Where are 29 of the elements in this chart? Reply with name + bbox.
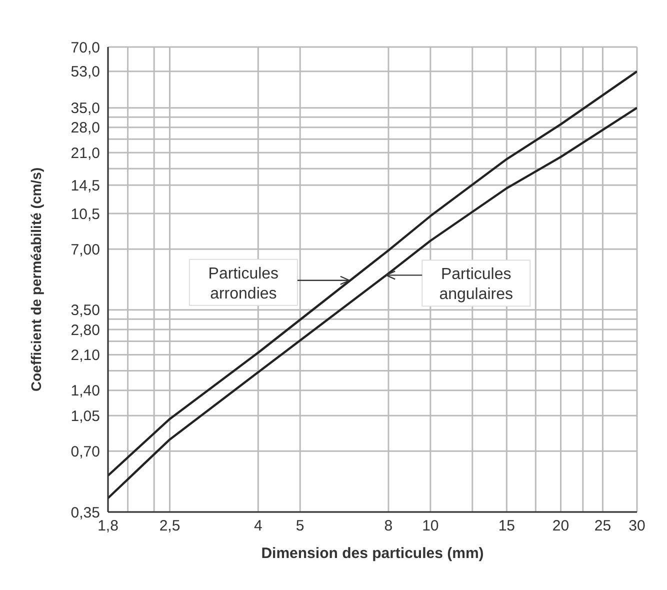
y-tick-label: 10,5 [70, 206, 100, 223]
y-tick-label: 0,70 [70, 443, 100, 460]
y-tick-label: 2,80 [70, 322, 100, 339]
x-tick-label: 5 [296, 518, 304, 535]
x-axis-title: Dimension des particules (mm) [261, 545, 484, 562]
annotation: Particules arrondies [208, 265, 279, 302]
annotation: Particules angulaires [439, 266, 514, 304]
y-tick-label: 21,0 [70, 144, 100, 162]
y-tick-label: 1,40 [70, 382, 100, 400]
y-tick-label: 28,0 [70, 120, 100, 137]
y-tick-label: 0,35 [70, 504, 100, 522]
x-tick-label: 4 [254, 518, 262, 535]
y-tick-label: 7,00 [70, 241, 100, 258]
y-tick-label: 3,50 [70, 302, 100, 320]
x-tick-label: 30 [628, 518, 646, 535]
x-tick-label: 25 [594, 518, 612, 535]
y-tick-label: 35,0 [70, 100, 100, 118]
y-tick-label: 2,10 [70, 347, 100, 364]
y-tick-label: 14,5 [70, 177, 100, 194]
x-tick-label: 20 [552, 518, 570, 535]
x-tick-label: 10 [422, 518, 439, 535]
x-tick-label: 1,8 [98, 518, 118, 535]
y-axis-title: Coefficient de perméabilité (cm/s) [28, 167, 44, 392]
x-tick-label: 8 [384, 518, 393, 535]
x-tick-label: 2,5 [159, 518, 180, 535]
y-tick-label: 1,05 [70, 408, 100, 425]
y-tick-label: 70,0 [70, 39, 100, 56]
x-tick-label: 15 [498, 518, 516, 535]
y-tick-label: 53,0 [70, 64, 100, 81]
